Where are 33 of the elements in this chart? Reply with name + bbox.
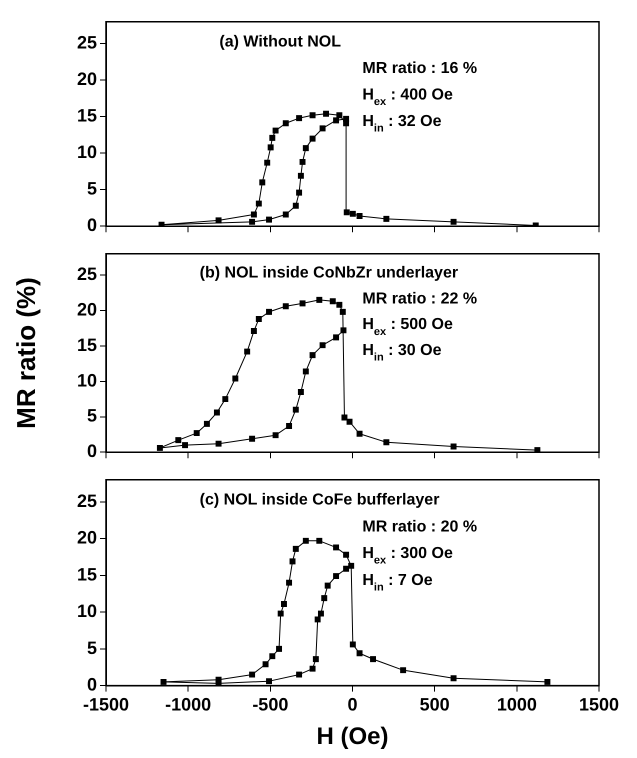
annotation: MR ratio : 20 % <box>362 518 478 536</box>
y-tick-label: 5 <box>86 406 97 426</box>
y-tick-label: 25 <box>76 490 97 511</box>
y-tick-label: 0 <box>86 215 97 236</box>
y-tick-label: 15 <box>76 106 97 126</box>
y-tick-label: 0 <box>86 441 97 462</box>
annotation: MR ratio : 16 % <box>362 60 478 77</box>
annotation: (c) NOL inside CoFe bufferlayer <box>200 491 440 508</box>
x-tick-label: -1500 <box>82 694 130 714</box>
y-tick-label: 10 <box>76 142 97 162</box>
x-tick-label: -500 <box>252 694 288 714</box>
y-tick-label: 25 <box>76 264 97 284</box>
x-tick-label: 1000 <box>496 694 537 714</box>
y-tick-label: 15 <box>76 564 97 584</box>
y-tick-label: 15 <box>76 334 97 355</box>
annotation: MR ratio : 22 % <box>362 290 478 308</box>
y-tick-label: 10 <box>76 370 97 390</box>
y-axis-title: MR ratio (%) <box>10 277 41 429</box>
y-tick-label: 20 <box>76 299 97 320</box>
x-tick-label: 1500 <box>578 694 620 714</box>
y-tick-label: 5 <box>86 178 97 199</box>
y-tick-label: 20 <box>76 528 97 548</box>
y-tick-label: 25 <box>76 32 97 53</box>
annotation: (a) Without NOL <box>219 33 342 50</box>
x-tick-label: -1000 <box>165 694 212 714</box>
y-tick-label: 10 <box>76 601 97 622</box>
y-tick-label: 20 <box>76 69 97 90</box>
y-tick-label: 5 <box>86 638 97 658</box>
y-tick-label: 0 <box>86 674 97 695</box>
x-tick-label: 0 <box>347 694 358 714</box>
annotation: (b) NOL inside CoNbZr underlayer <box>200 264 458 282</box>
x-axis-title: H (Oe) <box>316 723 388 750</box>
x-tick-label: 500 <box>420 694 450 714</box>
